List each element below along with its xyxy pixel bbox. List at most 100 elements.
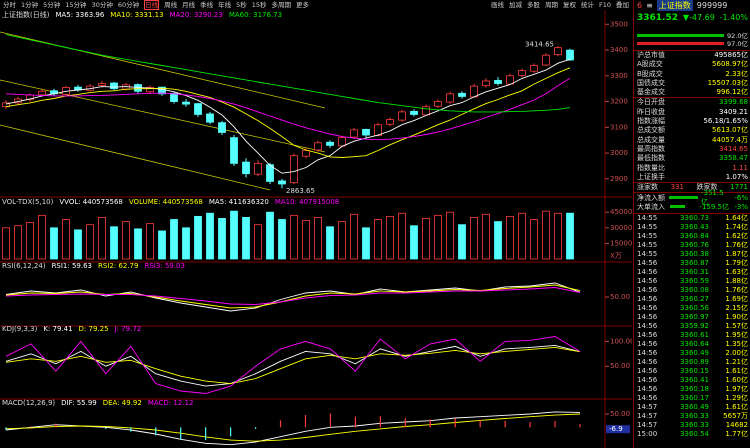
tool-button[interactable]: 复权 [562,1,576,9]
candle-body [2,102,10,108]
tick-time: 14:56 [637,295,658,304]
tick-volume: 1.60亿 [725,376,748,385]
tool-button[interactable]: 统计 [580,1,594,9]
candle-body [542,54,550,66]
legend-label: MA10: 3331.13 [110,11,163,19]
tick-row: 14:56 3360.64 1.35亿 [634,340,750,349]
candle-body [494,80,502,84]
volume-bar [374,219,382,260]
legend-label: MA10: 407915008 [275,198,339,206]
period-tab[interactable]: 1分钟 [21,1,39,9]
stat-row: 上证换手 1.07% [634,173,750,182]
tool-button[interactable]: 多股 [526,1,540,9]
y-tick-label: 2900 [610,175,628,183]
index-code: 999999 [696,1,728,10]
tick-price: 3360.64 [680,340,709,349]
period-tab[interactable]: 60分钟 [117,1,140,9]
stat-label: 国债成交 [637,78,665,87]
quote-panel: 6 ≡ 上证指数 999999 3361.52 ▼-47.69 -1.40% 92.0亿 97.… [633,0,750,448]
tick-volume: 1.87亿 [725,250,748,259]
candle-body [446,93,454,103]
tool-button[interactable]: 加减 [508,1,522,9]
stat-row: 指数涨幅 56.18/1.65% [634,117,750,126]
stat-value: 3409.21 [719,107,748,116]
stat-row: 昨日收盘 3409.21 [634,108,750,117]
price: 3361.52 [637,13,678,23]
period-tab[interactable]: 多周期 [271,1,292,9]
toolbar: 分时 1分钟 5分钟 15分钟 30分钟 60分钟 日线 周线 月线 季线 年线 5秒 15秒 多周期 更多… [0,0,632,10]
volume-bar [458,224,466,260]
period-tab[interactable]: 30分钟 [91,1,113,9]
ratio-bar [637,41,725,45]
quote-header: 6 ≡ 上证指数 999999 [634,0,750,11]
period-tab[interactable]: 季线 [200,1,214,9]
menu-icon: ≡ [646,1,653,10]
tick-volume: 5657万 [723,412,748,421]
tick-time: 14:56 [637,331,658,340]
candle-body [314,142,322,151]
price-row: 3361.52 ▼-47.69 -1.40% [634,11,750,25]
tick-volume: 2.00亿 [725,349,748,358]
ma-line [5,67,571,158]
flow-row: 净流入额 -351.5亿 -6% [634,189,750,206]
stat-label: 上证换手 [637,172,665,181]
tick-time: 14:56 [637,277,658,286]
period-tab[interactable]: 5秒 [236,1,247,9]
period-tab[interactable]: 年线 [218,1,232,9]
volume-bar [386,215,394,260]
period-tab[interactable]: 5分钟 [43,1,61,9]
stat-value: 44057.4万 [712,135,748,144]
index-no: 6 [637,1,643,10]
volume-bar [38,214,46,260]
stat-label: 总成交额 [637,126,665,135]
volume-bar [446,211,454,260]
volume-bar [554,212,562,260]
tick-price: 3360.33 [680,421,709,430]
tick-row: 14:57 3360.49 1.61亿 [634,403,750,412]
tool-menu: 画线 加减 多股 周期 复权 统计 F10 叠加 [488,0,632,10]
stat-value: 2.33亿 [725,69,748,78]
tick-time: 14:56 [637,376,658,385]
stat-row: 最高指数 3414.65 [634,145,750,154]
period-tab[interactable]: 日线 [144,0,160,10]
tool-button[interactable]: F10 [598,1,611,9]
stat-row: 总成交量 44057.4万 [634,136,750,145]
sep [634,50,750,51]
tick-row: 15:00 3360.54 1.77亿 [634,430,750,439]
tick-price: 3360.27 [680,295,709,304]
tick-volume: 1.69亿 [725,295,748,304]
y-tick-label: 3100 [610,123,628,131]
flow-label: 净流入额 [637,193,665,202]
ratio-row: 92.0亿 [634,31,750,40]
candle-body [398,111,406,121]
volume-bar [254,224,262,260]
flow-value: -351.5亿 [700,188,724,206]
tool-button[interactable]: 周期 [544,1,558,9]
volume-bar [422,218,430,260]
tick-time: 14:56 [637,367,658,376]
up-label: 涨家数 [637,183,658,192]
tick-volume: 1.61亿 [725,367,748,376]
tick-time: 14:56 [637,394,658,403]
period-tab[interactable]: 15分钟 [65,1,87,9]
flow-row: 大单流入 -159.5亿 -3% [634,202,750,211]
period-tab[interactable]: 15秒 [251,1,267,9]
stat-row: 基金成交 996.12亿 [634,88,750,97]
tick-price: 3360.76 [680,241,709,250]
tick-row: 14:56 3360.27 1.69亿 [634,295,750,304]
tick-row: 14:56 3360.56 2.15亿 [634,304,750,313]
candle-body [434,101,442,107]
period-tab[interactable]: 分时 [3,1,16,9]
tool-button[interactable]: 叠加 [616,1,629,9]
legend-label: VVOL: 440573568 [59,198,123,206]
tick-volume: 1.76亿 [725,241,748,250]
ratio-label: 92.0亿 [727,32,748,40]
period-tab[interactable]: 周线 [164,1,178,9]
stat-label: 昨日收盘 [637,107,665,116]
period-tab[interactable]: 更多 [296,1,310,9]
period-tab[interactable]: 月线 [182,1,196,9]
candle-body [170,92,178,102]
tool-button[interactable]: 画线 [490,1,504,9]
volume-bar [146,223,154,260]
candle-body [38,90,46,96]
